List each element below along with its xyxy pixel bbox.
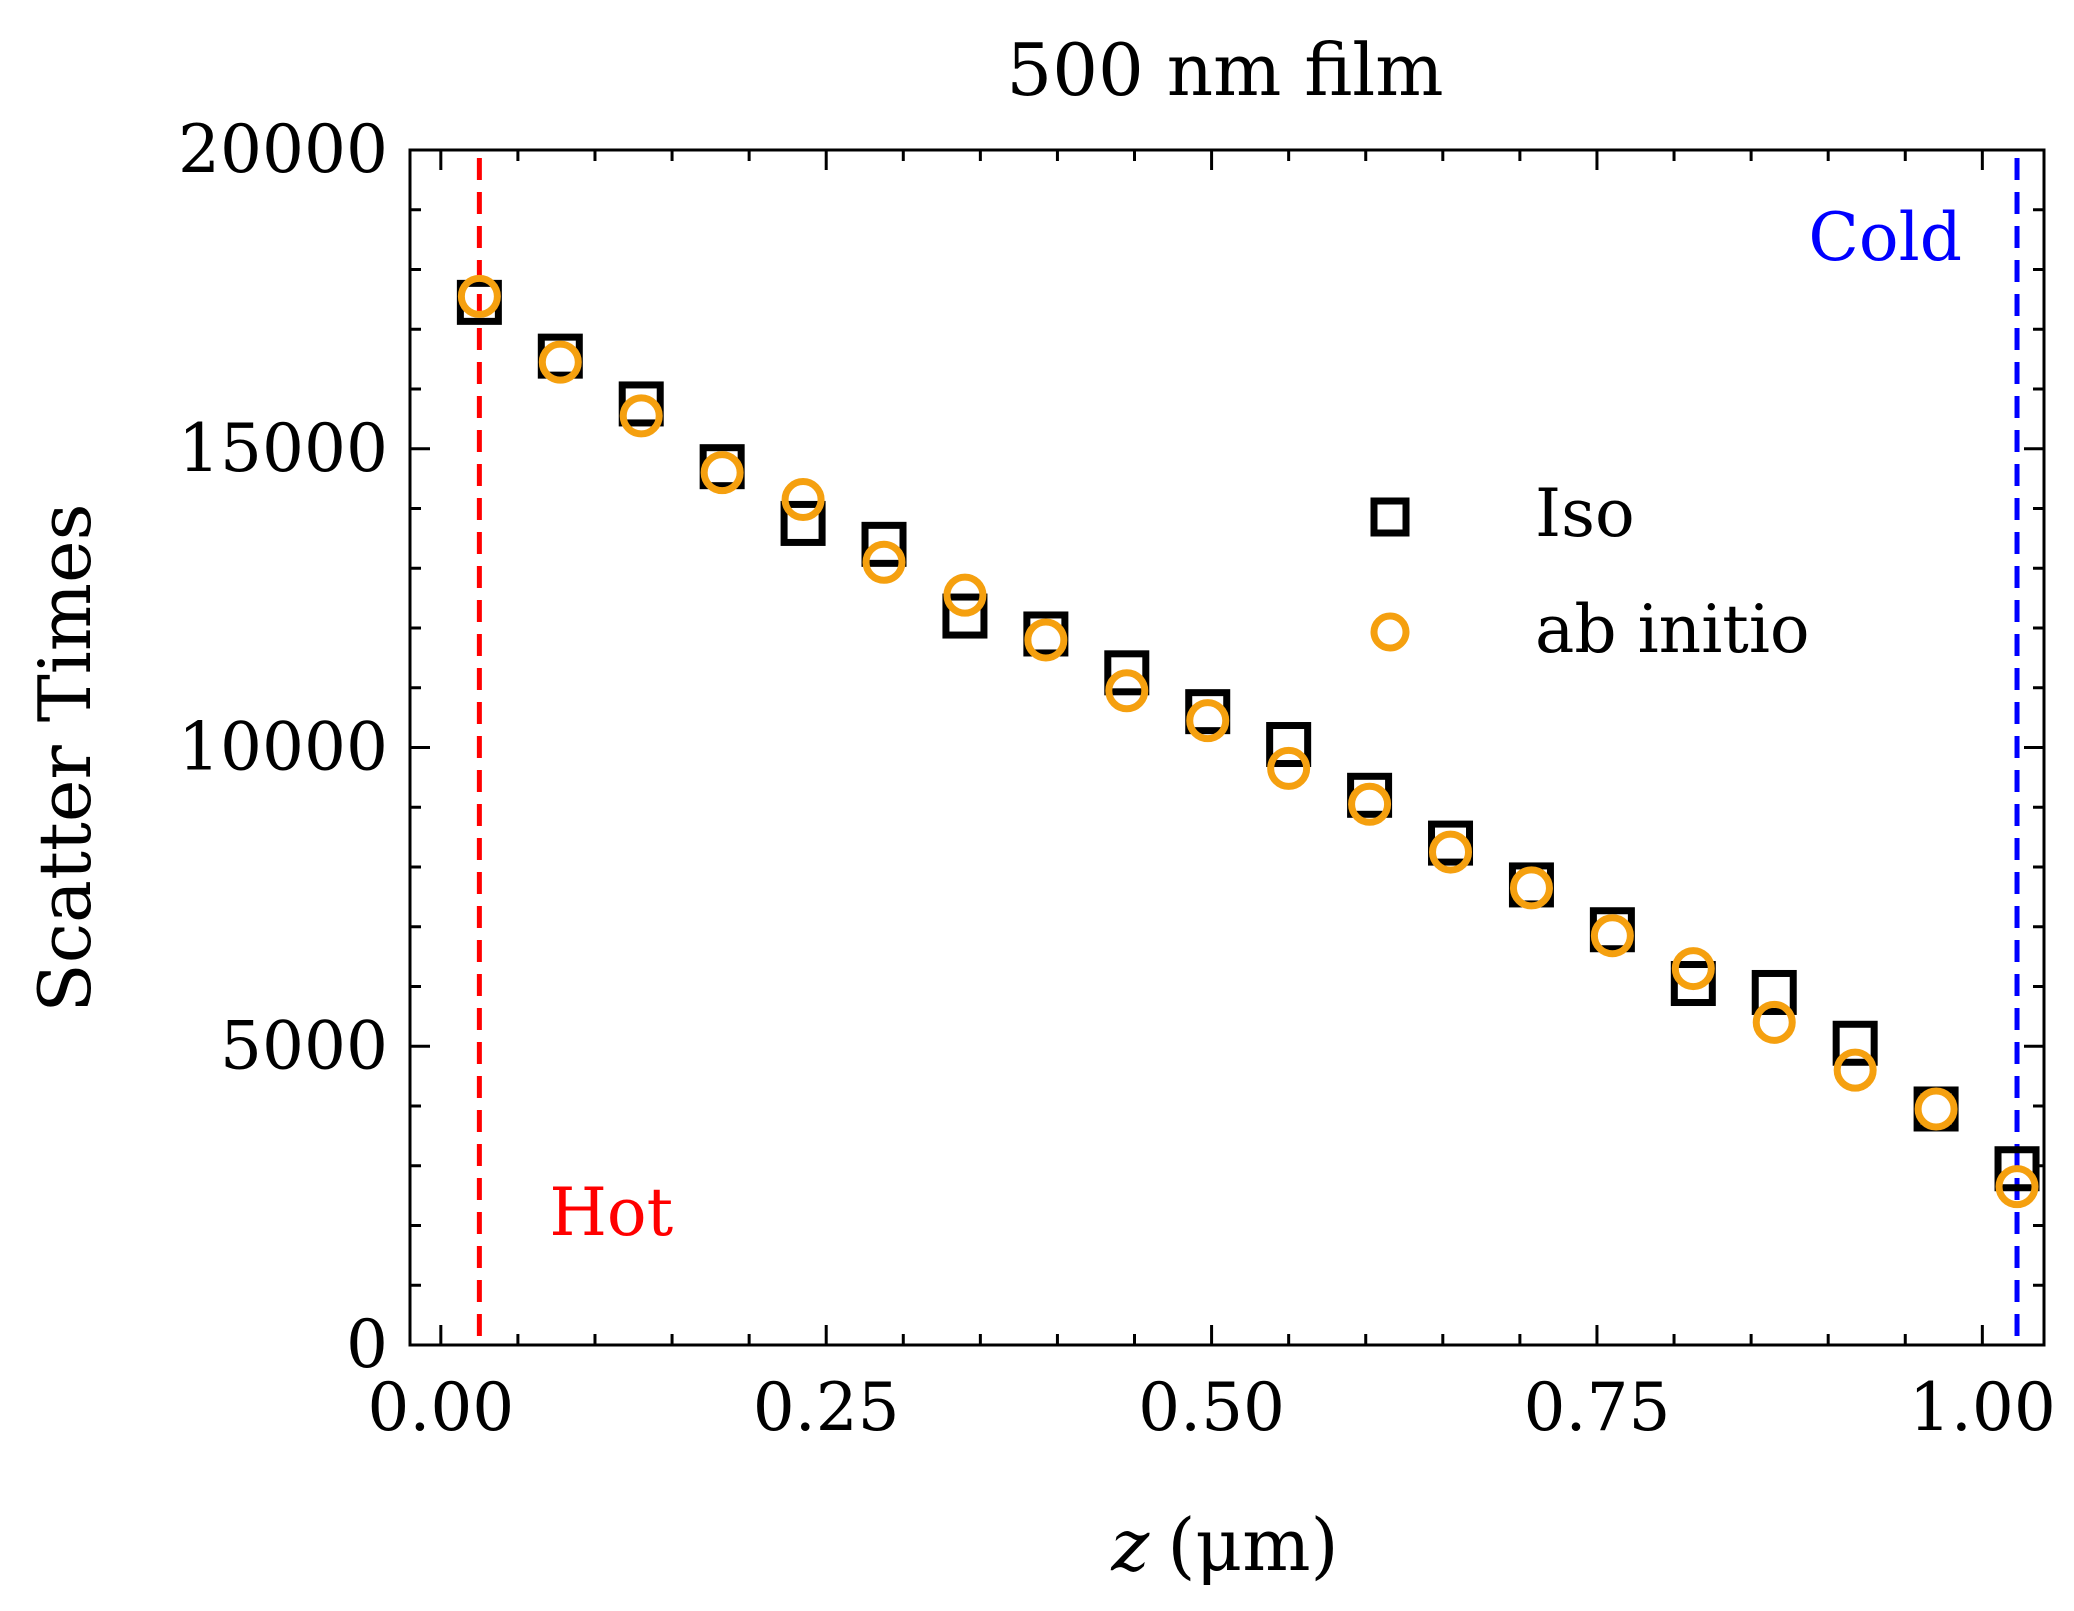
x-axis-unit: (μm) xyxy=(1167,1503,1338,1587)
y-tick-label: 5000 xyxy=(220,1007,388,1084)
point-iso xyxy=(1104,650,1150,696)
point-iso xyxy=(1994,1146,2040,1192)
point-ab-initio xyxy=(1429,830,1473,874)
point-ab-initio xyxy=(1348,782,1392,826)
point-ab-initio xyxy=(1752,1000,1796,1044)
point-iso xyxy=(861,521,907,567)
y-tick-label: 20000 xyxy=(178,111,388,188)
y-axis-label: Scatter Times xyxy=(23,503,107,1012)
y-tick-label: 0 xyxy=(346,1306,388,1383)
reference-lines xyxy=(476,158,2020,1345)
axis-ticks xyxy=(410,148,2044,1347)
point-iso xyxy=(1266,722,1312,768)
point-iso xyxy=(942,593,988,639)
point-ab-initio xyxy=(1995,1165,2039,1209)
legend: Iso ab initio xyxy=(1370,475,1810,668)
point-ab-initio xyxy=(1590,914,1634,958)
point-ab-initio xyxy=(538,340,582,384)
point-iso xyxy=(1751,969,1797,1015)
tick-labels: 0.00 0.25 0.50 0.75 1.00 0 5000 10000 15000 20000… xyxy=(178,111,2056,1446)
point-iso xyxy=(618,381,664,427)
legend-marker-ab-initio xyxy=(1370,612,1410,652)
plot-frame xyxy=(408,148,2046,1347)
point-ab-initio xyxy=(457,274,501,318)
y-tick-label: 10000 xyxy=(178,709,388,786)
legend-label-iso: Iso xyxy=(1535,475,1635,552)
point-ab-initio xyxy=(862,540,906,584)
legend-label-ab-initio: ab initio xyxy=(1535,591,1810,668)
point-ab-initio xyxy=(1833,1048,1877,1092)
legend-marker-iso xyxy=(1370,497,1410,537)
point-ab-initio xyxy=(1671,947,1715,991)
point-ab-initio xyxy=(1024,618,1068,662)
x-tick-label: 0.50 xyxy=(1138,1369,1285,1446)
point-iso xyxy=(780,500,826,546)
point-ab-initio xyxy=(1914,1087,1958,1131)
point-ab-initio xyxy=(1186,699,1230,743)
point-ab-initio xyxy=(781,478,825,522)
point-ab-initio xyxy=(943,573,987,617)
point-ab-initio xyxy=(1105,669,1149,713)
reference-label-cold: Cold xyxy=(1808,199,1962,276)
point-ab-initio xyxy=(700,451,744,495)
x-tick-label: 0.25 xyxy=(753,1369,900,1446)
x-tick-label: 1.00 xyxy=(1909,1369,2056,1446)
y-tick-label: 15000 xyxy=(178,410,388,487)
point-iso xyxy=(1832,1020,1878,1066)
x-axis-label: z (μm) xyxy=(1110,1503,1338,1587)
data-points xyxy=(456,274,2040,1209)
x-tick-label: 0.00 xyxy=(367,1369,514,1446)
point-ab-initio xyxy=(619,394,663,438)
reference-label-hot: Hot xyxy=(549,1174,673,1251)
point-ab-initio xyxy=(1509,866,1553,910)
point-ab-initio xyxy=(1267,746,1311,790)
x-tick-label: 0.75 xyxy=(1523,1369,1670,1446)
point-iso xyxy=(1670,961,1716,1007)
chart-title: 500 nm film xyxy=(1006,28,1443,112)
x-axis-variable: z xyxy=(1110,1503,1150,1587)
